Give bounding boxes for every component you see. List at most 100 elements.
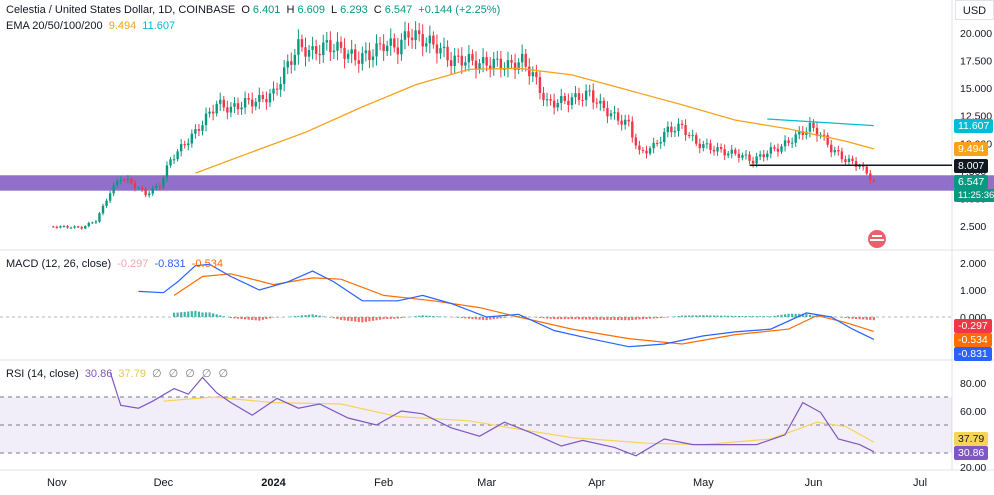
macd-histogram-bar <box>872 317 875 321</box>
macd-histogram-bar <box>418 315 421 317</box>
macd-histogram-bar <box>574 317 577 320</box>
candle-body <box>396 47 400 55</box>
candle-body <box>595 102 598 104</box>
candle-body <box>144 189 147 196</box>
candle-body <box>840 151 844 160</box>
candle-body <box>847 158 851 163</box>
candle-body <box>734 149 737 154</box>
macd-histogram-bar <box>695 315 698 317</box>
macd-histogram-bar <box>222 316 225 317</box>
candle-body <box>837 150 840 152</box>
macd-histogram-bar <box>329 317 332 318</box>
candle-body <box>844 159 847 163</box>
time-axis-label: Jun <box>805 477 823 489</box>
close-label: C <box>373 4 382 16</box>
candle-body <box>108 193 112 201</box>
change-value: +0.144 (+2.25%) <box>418 4 501 16</box>
candle-body <box>631 121 634 138</box>
macd-histogram-bar <box>315 314 318 317</box>
macd-histogram-bar <box>592 317 595 320</box>
candle-body <box>560 96 563 104</box>
candle-body <box>52 226 55 228</box>
macd-histogram-bar <box>851 317 854 319</box>
candle-body <box>403 31 407 40</box>
macd-signal-line <box>173 273 875 345</box>
candle-body <box>670 126 673 133</box>
macd-histogram-bar <box>751 316 755 317</box>
macd-histogram-bar <box>240 317 243 320</box>
ema-50-line <box>195 67 875 174</box>
macd-histogram-bar <box>460 317 463 319</box>
macd-histogram-bar <box>403 317 407 318</box>
rsi-ma-line <box>163 396 875 446</box>
rsi-legend[interactable]: RSI (14, close) 30.86 37.79 ∅ ∅ ∅ ∅ ∅ <box>6 367 233 381</box>
low-label: L <box>331 4 338 16</box>
rsi-tag: 30.86 <box>954 446 989 460</box>
macd-histogram-bar <box>354 317 357 322</box>
candle-body <box>222 99 225 108</box>
candle-body <box>208 111 211 114</box>
candle-body <box>680 123 684 126</box>
candle-body <box>869 173 872 181</box>
macd-histogram-bar <box>570 317 574 320</box>
time-axis-label: Nov <box>47 477 67 489</box>
time-axis-label: Feb <box>374 477 393 489</box>
macd-histogram-bar <box>304 315 307 317</box>
macd-histogram-bar <box>336 317 339 320</box>
macd-histogram-bar <box>471 317 474 320</box>
macd-histogram-bar <box>776 315 780 317</box>
macd-histogram-bar <box>254 317 257 321</box>
candle-body <box>581 99 584 101</box>
candle-body <box>599 100 602 104</box>
candle-body <box>105 200 108 206</box>
macd-histogram-bar <box>421 315 424 317</box>
candle-body <box>826 135 829 145</box>
candle-body <box>769 147 773 154</box>
candle-body <box>780 146 783 152</box>
macd-histogram-bar <box>197 311 201 317</box>
macd-histogram-bar <box>400 317 403 319</box>
candle-body <box>627 119 630 122</box>
macd-histogram-bar <box>773 315 776 317</box>
candle-body <box>545 99 549 101</box>
candle-body <box>254 101 257 107</box>
level-price-tag: 8.007 <box>954 159 989 173</box>
candle-body <box>87 223 91 226</box>
price-tick-label: 2.500 <box>960 221 986 233</box>
macd-histogram-bar <box>347 317 350 321</box>
candle-body <box>140 187 144 190</box>
candle-body <box>758 154 762 157</box>
ema-value-2: 11.607 <box>142 20 176 32</box>
macd-histogram-bar <box>219 315 222 317</box>
candle-body <box>449 60 453 67</box>
macd-histogram-bar <box>180 312 183 317</box>
candle-body <box>602 100 606 109</box>
macd-histogram-bar <box>183 311 186 317</box>
candle-body <box>290 61 293 65</box>
candle-body <box>322 42 325 56</box>
candle-body <box>641 149 645 151</box>
rsi-label: RSI (14, close) <box>6 368 79 380</box>
macd-histogram-bar <box>631 317 634 320</box>
candle-body <box>865 166 868 174</box>
macd-histogram-bar <box>212 313 215 317</box>
candle-body <box>723 149 726 156</box>
close-price-tag: 6.547 <box>954 175 989 189</box>
candle-body <box>204 113 208 126</box>
candle-body <box>549 99 552 101</box>
macd-histogram-bar <box>311 314 314 317</box>
candle-body <box>400 39 403 55</box>
macd-histogram-bar <box>844 317 847 319</box>
currency-button[interactable]: USD <box>955 0 994 20</box>
ema-legend[interactable]: EMA 20/50/100/200 9.494 11.607 <box>6 19 178 33</box>
candle-body <box>695 135 698 144</box>
ema50-price-tag: 9.494 <box>954 142 989 156</box>
macd-legend[interactable]: MACD (12, 26, close) -0.297 -0.831 -0.53… <box>6 257 226 271</box>
candle-body <box>673 131 677 133</box>
candle-body <box>634 137 638 146</box>
candle-body <box>712 149 716 152</box>
macd-histogram-bar <box>300 315 304 317</box>
macd-histogram-bar <box>244 317 247 320</box>
candle-body <box>709 143 712 150</box>
